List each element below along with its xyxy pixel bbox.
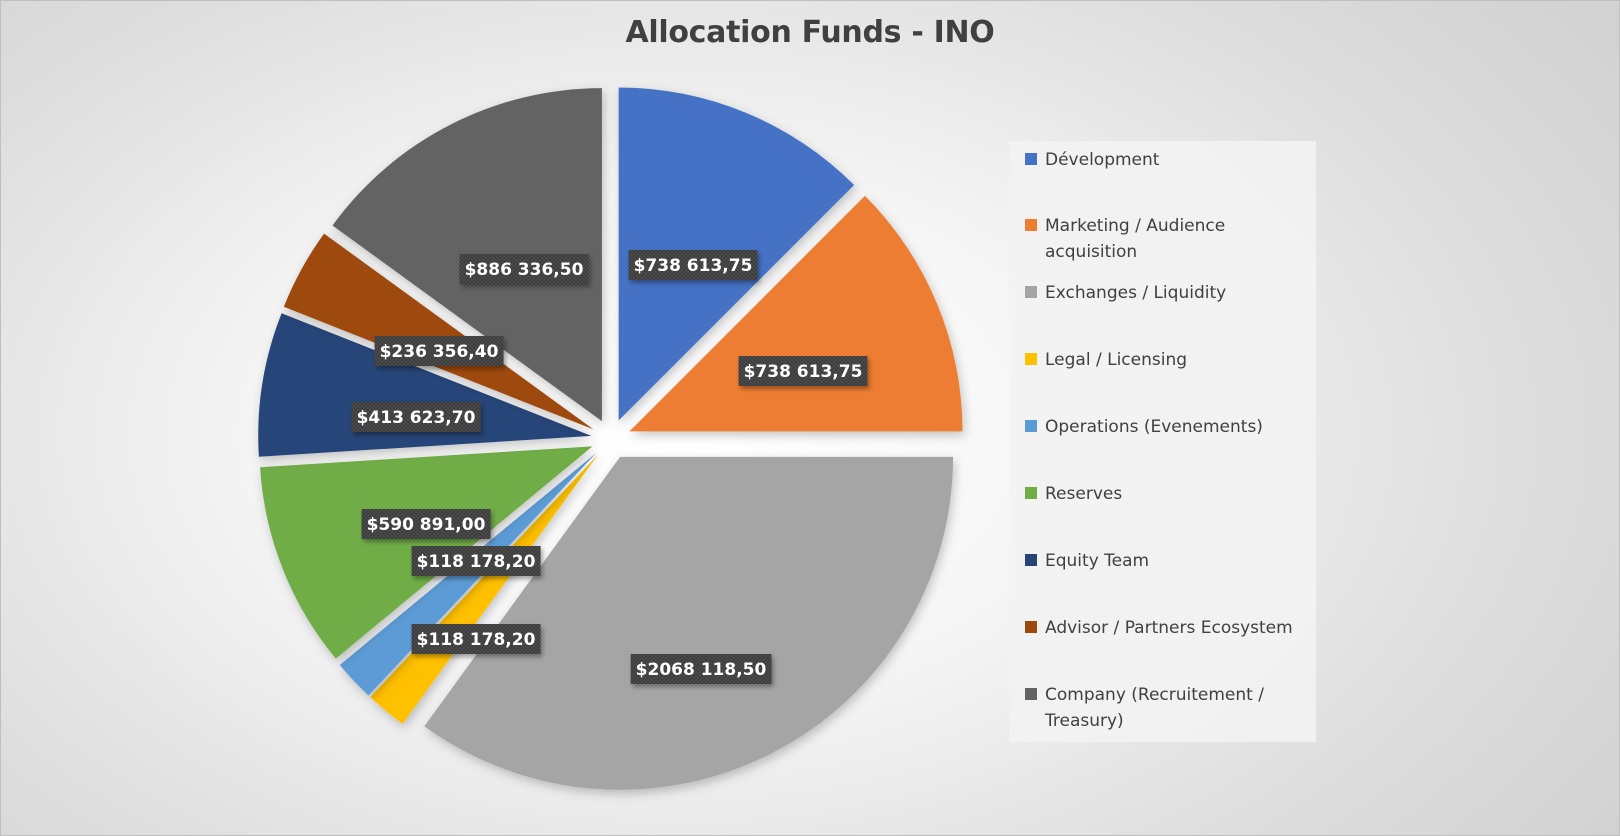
legend-swatch (1025, 353, 1037, 365)
data-label-box (374, 336, 504, 366)
data-label-2: $738 613,75 (738, 356, 868, 386)
pie-slice-4 (370, 454, 599, 724)
legend-label: Dévelopment (1045, 150, 1160, 170)
data-label-box (738, 356, 868, 386)
legend-entry: Exchanges / Liquidity (1025, 280, 1310, 306)
data-label-box (411, 624, 541, 654)
data-label-text: $886 336,50 (465, 260, 584, 280)
legend-swatch (1025, 688, 1037, 700)
legend-swatch (1025, 554, 1037, 566)
legend-swatch (1025, 153, 1037, 165)
pie-slice-3 (424, 456, 954, 790)
data-label-box (361, 509, 491, 539)
legend-swatch (1025, 621, 1037, 633)
data-label-box (411, 546, 541, 576)
legend-entry: Dévelopment (1025, 147, 1310, 173)
data-label-text: $2068 118,50 (636, 660, 767, 680)
data-label-text: $236 356,40 (380, 342, 499, 362)
pie-slice-8 (283, 233, 594, 430)
legend-swatch (1025, 487, 1037, 499)
legend-entry: Marketing / Audience acquisition (1025, 213, 1310, 265)
pie-data-labels: $738 613,75 $738 613,75 $2068 118,50 $118 1… (351, 250, 868, 684)
data-label-text: $413 623,70 (357, 408, 476, 428)
data-label-8: $236 356,40 (374, 336, 504, 366)
data-label-box (628, 250, 758, 280)
legend-entry: Operations (Evenements) (1025, 414, 1310, 440)
data-label-4: $118 178,20 (411, 624, 541, 654)
legend-swatch (1025, 420, 1037, 432)
chart-title: Allocation Funds - INO (625, 15, 995, 50)
data-label-text: $738 613,75 (744, 362, 863, 382)
legend-entry: Reserves (1025, 481, 1310, 507)
pie-slice-2 (629, 195, 963, 432)
legend-swatch (1025, 286, 1037, 298)
data-label-9: $886 336,50 (459, 254, 589, 284)
data-label-1: $738 613,75 (628, 250, 758, 280)
legend-swatch (1025, 219, 1037, 231)
pie-slices (258, 87, 963, 790)
legend-entry: Equity Team (1025, 548, 1310, 574)
legend-label: Marketing / Audience acquisition (1045, 216, 1226, 262)
pie-slice-7 (258, 313, 592, 457)
legend-label: Exchanges / Liquidity (1045, 283, 1227, 303)
legend-label: Reserves (1045, 484, 1123, 504)
legend: Dévelopment Marketing / Audience acquisit… (1009, 141, 1316, 742)
data-label-box (630, 654, 772, 684)
data-label-7: $413 623,70 (351, 402, 481, 432)
data-label-box (459, 254, 589, 284)
legend-label: Legal / Licensing (1045, 350, 1188, 370)
legend-entry: Company (Recruitement / Treasury) (1025, 682, 1310, 734)
legend-entry: Advisor / Partners Ecosystem (1025, 615, 1310, 641)
legend-label: Operations (Evenements) (1045, 417, 1263, 437)
data-label-text: $118 178,20 (417, 630, 536, 650)
data-label-box (351, 402, 481, 432)
legend-label: Company (Recruitement / Treasury) (1045, 685, 1264, 731)
data-label-text: $738 613,75 (634, 256, 753, 276)
data-label-3: $2068 118,50 (630, 654, 772, 684)
legend-label: Advisor / Partners Ecosystem (1045, 618, 1293, 638)
legend-entry: Legal / Licensing (1025, 347, 1310, 373)
legend-label: Equity Team (1045, 551, 1150, 571)
data-label-text: $118 178,20 (417, 552, 536, 572)
data-label-5: $118 178,20 (411, 546, 541, 576)
data-label-6: $590 891,00 (361, 509, 491, 539)
data-label-text: $590 891,00 (367, 515, 486, 535)
